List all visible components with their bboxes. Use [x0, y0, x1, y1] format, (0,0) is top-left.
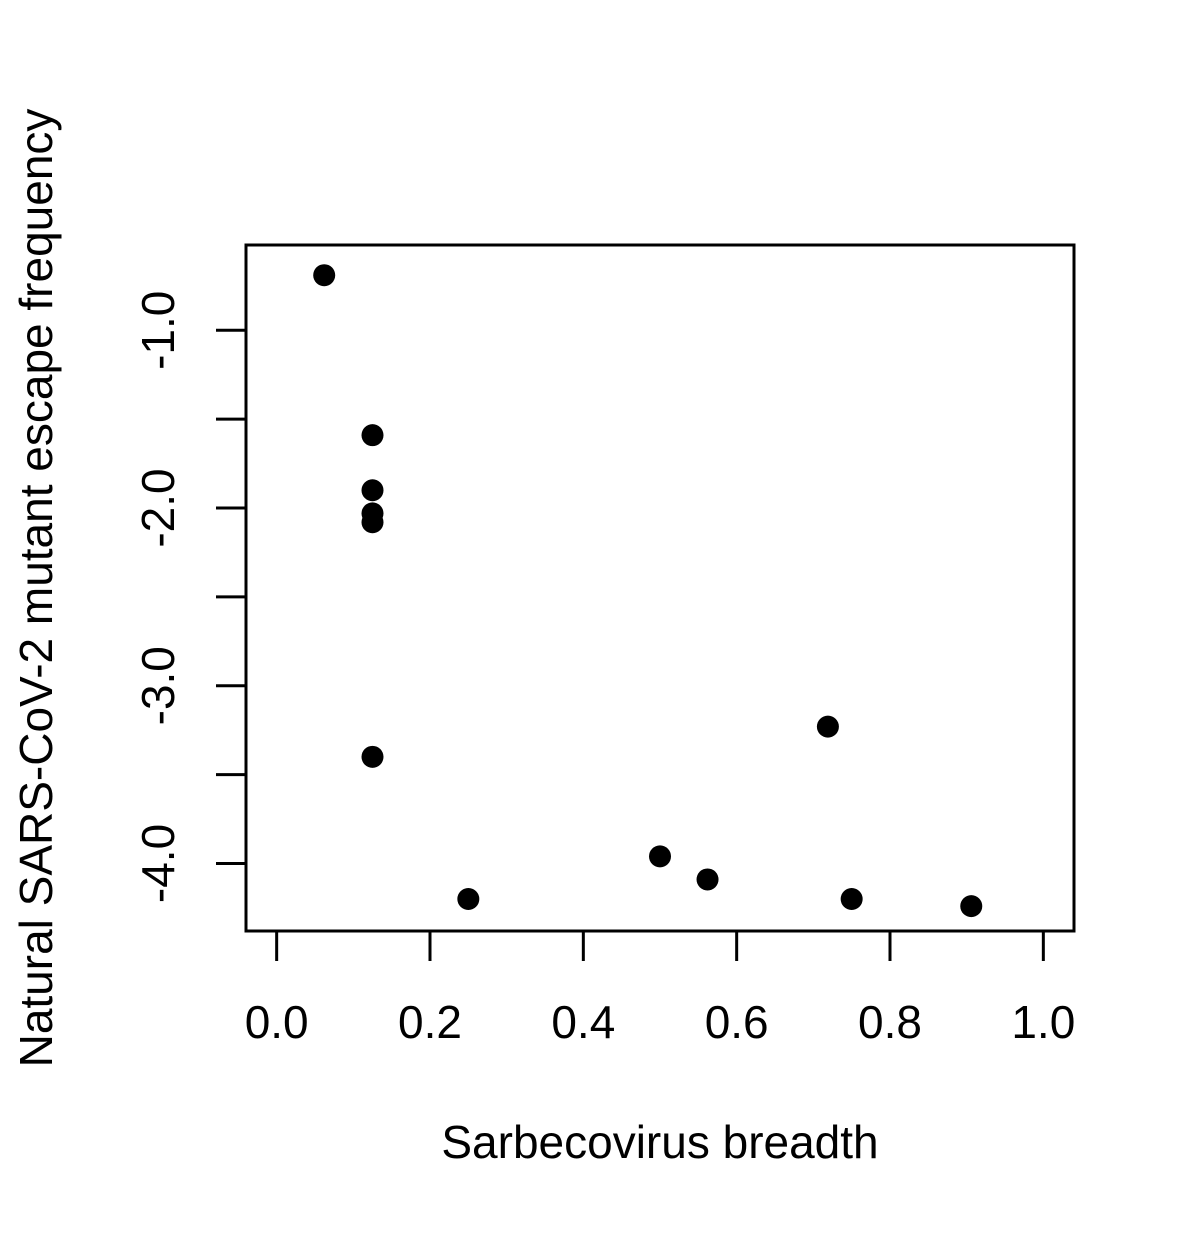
y-axis: -1.0 -2.0 -3.0 -4.0	[132, 291, 248, 903]
x-axis-title: Sarbecovirus breadth	[441, 1116, 878, 1168]
y-tick-label: -2.0	[132, 468, 184, 547]
y-tick-label: -3.0	[132, 646, 184, 725]
data-points	[313, 264, 983, 918]
y-axis-title: Natural SARS-CoV-2 mutant escape frequen…	[10, 109, 62, 1068]
x-tick-label: 0.8	[858, 996, 922, 1048]
data-point	[313, 264, 336, 287]
x-tick-label: 0.6	[705, 996, 769, 1048]
data-point	[816, 715, 839, 738]
x-tick-label: 1.0	[1011, 996, 1075, 1048]
x-tick-label: 0.2	[398, 996, 462, 1048]
x-tick-label: 0.0	[245, 996, 309, 1048]
data-point	[649, 845, 671, 868]
y-tick-label: -1.0	[132, 291, 184, 370]
data-point	[696, 868, 719, 891]
x-tick-label: 0.4	[551, 996, 615, 1048]
data-point	[361, 479, 384, 502]
y-tick-label: -4.0	[132, 824, 184, 903]
data-point	[960, 895, 983, 918]
x-axis: 0.0 0.2 0.4 0.6 0.8 1.0	[245, 929, 1075, 1048]
data-point	[840, 888, 863, 911]
plot-frame	[244, 243, 1076, 933]
data-point	[457, 888, 480, 911]
data-point	[361, 745, 384, 768]
data-point	[361, 511, 384, 534]
data-point	[361, 424, 384, 447]
